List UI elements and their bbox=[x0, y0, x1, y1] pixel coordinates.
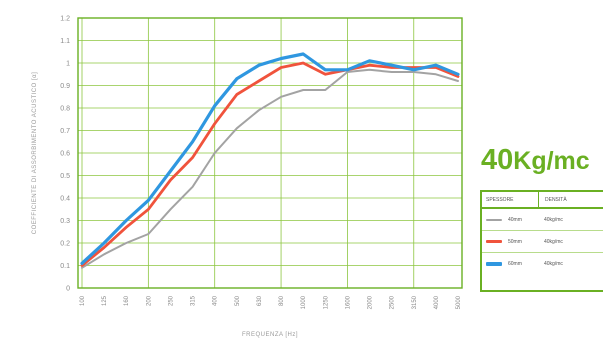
plot-frame bbox=[77, 17, 463, 289]
title-number: 40 bbox=[481, 144, 514, 176]
x-tick-label: 1600 bbox=[345, 295, 351, 309]
legend-label: 50mm bbox=[508, 238, 522, 245]
legend-label: 40mm bbox=[508, 216, 522, 223]
legend-swatch-blue bbox=[486, 261, 502, 266]
y-tick-label: 1.1 bbox=[60, 38, 70, 45]
x-tick-label: 1250 bbox=[323, 295, 329, 309]
series-line-60mm bbox=[80, 52, 460, 265]
x-tick-label: 5000 bbox=[456, 295, 462, 309]
series-line-50mm bbox=[80, 61, 460, 267]
x-tick-label: 1000 bbox=[301, 295, 307, 309]
y-tick-label: 0.5 bbox=[60, 173, 70, 180]
y-tick-label: 0.1 bbox=[60, 263, 70, 270]
x-tick-label: 400 bbox=[213, 295, 219, 306]
y-tick-label: 1 bbox=[66, 61, 70, 68]
grid bbox=[78, 17, 462, 289]
x-tick-label: 160 bbox=[124, 295, 130, 306]
legend-row-40mm: 40mm 40kg/mc bbox=[482, 209, 603, 231]
series-line-40mm bbox=[81, 68, 459, 269]
legend-density: 40kg/mc bbox=[544, 238, 563, 245]
y-axis-label: COEFFICIENTE DI ASSORBIMENTO ACUSTICO [α… bbox=[32, 72, 38, 235]
y-tick-label: 0.4 bbox=[60, 196, 70, 203]
x-tick-label: 315 bbox=[191, 295, 197, 306]
x-tick-label: 3150 bbox=[412, 295, 418, 309]
legend-density: 40kg/mc bbox=[544, 260, 563, 267]
x-axis-label: FREQUENZA [Hz] bbox=[242, 332, 298, 338]
legend-row-50mm: 50mm 40kg/mc bbox=[482, 231, 603, 253]
x-ticks: 100 125 160 200 250 315 400 500 630 800 1000 1250 16… bbox=[80, 295, 462, 309]
x-tick-label: 200 bbox=[146, 295, 152, 306]
y-tick-label: 0.7 bbox=[60, 128, 70, 135]
x-tick-label: 630 bbox=[257, 295, 263, 306]
legend-row-60mm: 60mm 40kg/mc bbox=[482, 253, 603, 274]
legend-density: 40kg/mc bbox=[544, 216, 563, 223]
x-tick-label: 800 bbox=[279, 295, 285, 306]
y-tick-label: 0.2 bbox=[60, 241, 70, 248]
x-tick-label: 2000 bbox=[368, 295, 374, 309]
series-lines bbox=[80, 52, 460, 269]
chart-title: 40Kg/mc bbox=[481, 146, 590, 175]
legend-swatch-gray bbox=[486, 218, 502, 221]
x-tick-label: 250 bbox=[168, 295, 174, 306]
x-tick-label: 125 bbox=[102, 295, 108, 306]
y-tick-label: 0 bbox=[66, 286, 70, 293]
x-tick-label: 2500 bbox=[390, 295, 396, 309]
legend-header-thickness: SPESSORE bbox=[482, 192, 539, 207]
x-tick-label: 500 bbox=[235, 295, 241, 306]
y-tick-label: 0.9 bbox=[60, 83, 70, 90]
legend-swatch-red bbox=[486, 240, 502, 243]
legend: SPESSORE DENSITÀ 40mm 40kg/mc 50mm 40kg/… bbox=[480, 190, 603, 292]
legend-label: 60mm bbox=[508, 260, 522, 267]
y-tick-label: 0.8 bbox=[60, 106, 70, 113]
y-tick-label: 0.6 bbox=[60, 151, 70, 158]
y-tick-label: 1.2 bbox=[60, 16, 70, 23]
x-tick-label: 4000 bbox=[434, 295, 440, 309]
y-ticks: 0 0.1 0.2 0.3 0.4 0.5 0.6 0.7 0.8 0.9 1 1.1 1.2 bbox=[60, 16, 70, 293]
x-tick-label: 100 bbox=[80, 295, 86, 306]
y-tick-label: 0.3 bbox=[60, 218, 70, 225]
title-unit: Kg/mc bbox=[513, 147, 590, 175]
legend-header: SPESSORE DENSITÀ bbox=[482, 192, 603, 209]
legend-header-density: DENSITÀ bbox=[545, 196, 567, 203]
